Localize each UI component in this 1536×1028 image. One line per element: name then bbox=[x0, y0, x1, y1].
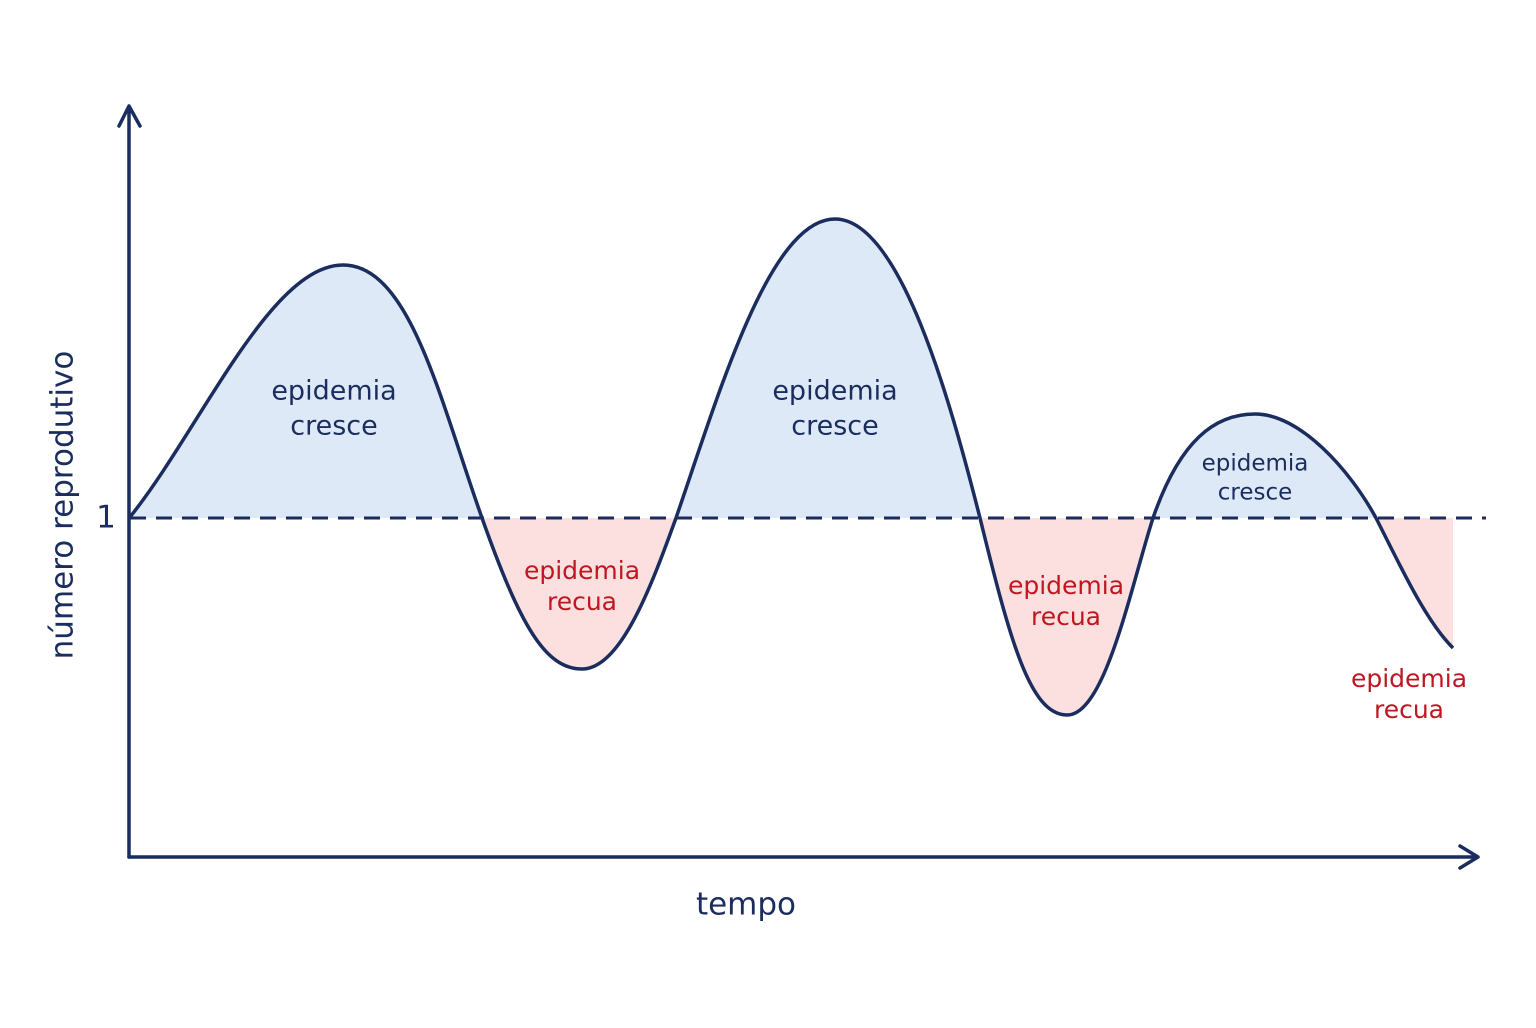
region-label: cresce bbox=[791, 411, 879, 442]
region-label: cresce bbox=[290, 411, 378, 442]
region-label: epidemia bbox=[271, 376, 396, 407]
fills bbox=[130, 219, 1453, 715]
region-label: epidemia bbox=[1351, 664, 1467, 693]
decline-fill bbox=[130, 518, 1453, 715]
y-axis-label: número reprodutivo bbox=[45, 351, 81, 660]
region-label: epidemia bbox=[1202, 451, 1309, 477]
region-label: cresce bbox=[1218, 480, 1293, 506]
grow-fill bbox=[130, 219, 1453, 518]
region-label: epidemia bbox=[772, 376, 897, 407]
curve bbox=[128, 217, 1455, 717]
region-label: recua bbox=[1374, 695, 1444, 724]
region-label: epidemia bbox=[1008, 571, 1124, 600]
x-axis-label: tempo bbox=[696, 887, 796, 923]
axes bbox=[117, 104, 1480, 870]
threshold-label: 1 bbox=[96, 500, 116, 536]
y-axis bbox=[117, 104, 142, 859]
region-label: recua bbox=[547, 587, 617, 616]
x-axis bbox=[127, 844, 1480, 870]
region-label: recua bbox=[1031, 602, 1101, 631]
region-label: epidemia bbox=[524, 556, 640, 585]
